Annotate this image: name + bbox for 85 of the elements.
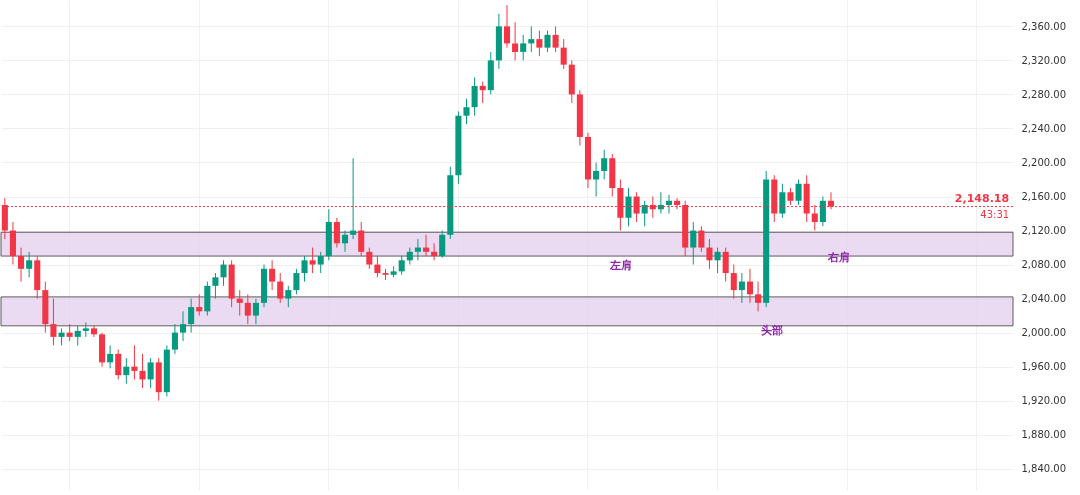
candlestick: [471, 76, 478, 117]
candlestick: [139, 353, 146, 389]
candlestick: [512, 21, 519, 61]
candlestick: [212, 272, 219, 300]
candlestick: [131, 344, 138, 380]
y-tick-label: 2,000.00: [1021, 327, 1067, 339]
y-tick-label: 2,240.00: [1021, 122, 1067, 134]
ref-line-label: 2,148.18: [954, 191, 1010, 205]
annotation: 头部: [761, 324, 783, 337]
candlestick: [528, 25, 535, 53]
candlestick: [277, 272, 284, 304]
candlestick: [520, 34, 527, 61]
candlestick: [398, 255, 405, 276]
candlestick: [690, 221, 697, 266]
candlestick: [746, 268, 754, 304]
candlestick: [171, 323, 178, 355]
candlestick: [722, 247, 729, 283]
candlestick: [601, 149, 608, 180]
candlestick: [463, 98, 470, 125]
candlestick: [285, 285, 292, 308]
annotation: 43:31: [980, 208, 1010, 220]
candlestick: [593, 161, 600, 198]
y-tick-label: 1,960.00: [1021, 361, 1067, 373]
candlestick: [18, 247, 25, 283]
candlestick: [795, 179, 802, 206]
candlestick: [188, 298, 195, 334]
candlestick: [665, 194, 673, 215]
candlestick: [107, 344, 114, 369]
candlestick: [439, 230, 446, 259]
candlestick: [50, 298, 57, 346]
candlestick: [544, 30, 551, 53]
candlestick: [26, 251, 33, 278]
candlestick: [317, 251, 324, 274]
y-tick-label: 1,920.00: [1021, 395, 1067, 407]
candlestick: [431, 242, 438, 261]
candlestick: [269, 259, 276, 291]
y-tick-label: 2,160.00: [1021, 191, 1067, 203]
candlestick: [755, 281, 762, 312]
candlestick: [350, 157, 357, 240]
candlestick: [244, 293, 251, 325]
y-tick-label: 2,280.00: [1021, 88, 1067, 100]
annotation: 右肩: [827, 251, 850, 264]
candlestick: [196, 293, 203, 317]
y-tick-label: 2,360.00: [1021, 20, 1067, 32]
candlestick: [422, 234, 430, 257]
candlestick: [90, 325, 97, 338]
candlestick: [536, 30, 543, 57]
y-tick-label: 2,120.00: [1021, 225, 1067, 237]
candlestick: [293, 268, 300, 295]
candlestick: [698, 225, 705, 253]
candlestick: [730, 264, 737, 300]
y-tick-label: 2,080.00: [1021, 259, 1067, 271]
candlestick: [479, 81, 486, 104]
candlestick: [236, 289, 243, 317]
candlestick: [414, 238, 421, 261]
candlestick: [552, 25, 559, 53]
candlestick: [641, 200, 648, 227]
candlestick: [738, 272, 745, 304]
candlestick: [625, 187, 632, 227]
candlestick: [179, 310, 187, 342]
candlestick: [147, 357, 154, 389]
candlestick: [819, 196, 826, 227]
y-tick-label: 2,320.00: [1021, 54, 1067, 66]
candlestick: [220, 259, 227, 287]
candlestick: [341, 230, 349, 253]
y-tick-label: 1,840.00: [1021, 463, 1067, 475]
y-tick-label: 2,040.00: [1021, 293, 1067, 305]
candlestick: [309, 247, 316, 274]
candlestick: [333, 217, 340, 249]
candlestick: [301, 255, 308, 283]
candlestick: [714, 247, 721, 274]
candlestick: [366, 247, 373, 270]
candlestick: [115, 349, 122, 380]
candlestick: [779, 183, 786, 219]
candlestick: [706, 238, 713, 270]
annotation: 左肩: [609, 259, 632, 272]
y-tick-label: 1,880.00: [1021, 429, 1067, 441]
candlestick: [74, 325, 81, 346]
candlestick: [560, 38, 567, 70]
candlestick: [358, 221, 365, 257]
candlestick: [503, 4, 511, 49]
candlestick: [123, 357, 130, 385]
y-tick-label: 2,200.00: [1021, 156, 1067, 168]
candlestick: [252, 298, 259, 325]
candlestick: [374, 255, 381, 278]
